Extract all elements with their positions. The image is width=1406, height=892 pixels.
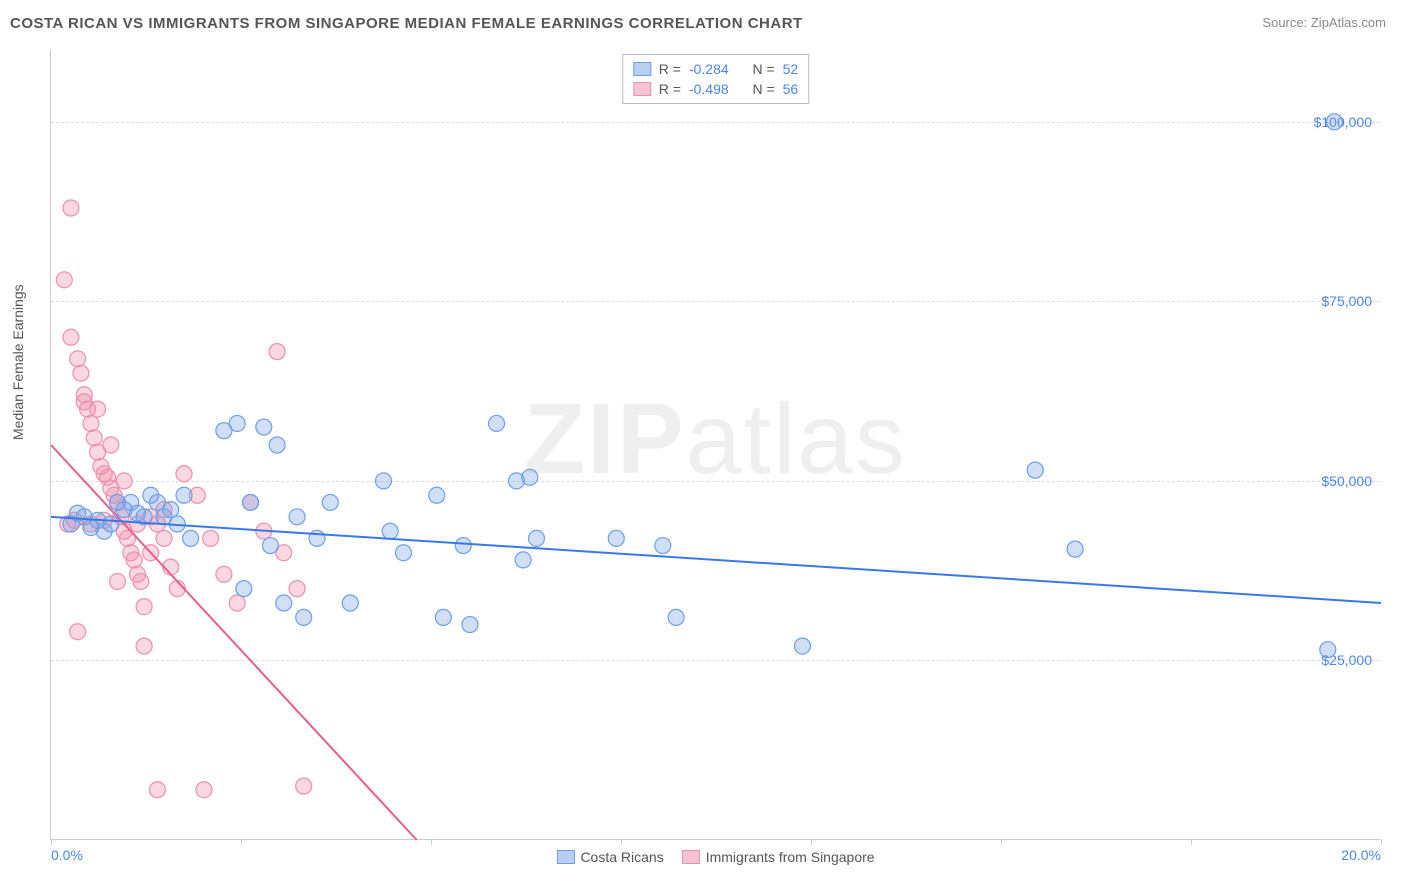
data-point xyxy=(176,466,192,482)
data-point xyxy=(110,573,126,589)
data-point xyxy=(126,552,142,568)
data-point xyxy=(243,494,259,510)
data-point xyxy=(262,538,278,554)
data-point xyxy=(429,487,445,503)
swatch-icon xyxy=(682,850,700,864)
data-point xyxy=(116,473,132,489)
source-attribution: Source: ZipAtlas.com xyxy=(1262,15,1386,30)
source-link[interactable]: ZipAtlas.com xyxy=(1311,15,1386,30)
r-label: R = xyxy=(659,61,681,77)
chart-container: COSTA RICAN VS IMMIGRANTS FROM SINGAPORE… xyxy=(10,10,1396,882)
data-point xyxy=(1320,642,1336,658)
data-point xyxy=(342,595,358,611)
scatter-plot-svg xyxy=(51,50,1380,839)
data-point xyxy=(269,437,285,453)
data-point xyxy=(794,638,810,654)
swatch-icon xyxy=(633,62,651,76)
legend-row: R = -0.498 N = 56 xyxy=(633,79,798,99)
legend-row: R = -0.284 N = 52 xyxy=(633,59,798,79)
source-label: Source: xyxy=(1262,15,1307,30)
r-value: -0.498 xyxy=(689,81,729,97)
data-point xyxy=(256,419,272,435)
legend-item: Immigrants from Singapore xyxy=(682,849,875,865)
data-point xyxy=(376,473,392,489)
data-point xyxy=(489,415,505,431)
data-point xyxy=(289,581,305,597)
chart-title: COSTA RICAN VS IMMIGRANTS FROM SINGAPORE… xyxy=(10,15,803,32)
swatch-icon xyxy=(633,82,651,96)
n-value: 52 xyxy=(783,61,799,77)
legend-label: Costa Ricans xyxy=(580,849,663,865)
data-point xyxy=(76,387,92,403)
data-point xyxy=(1326,114,1342,130)
data-point xyxy=(229,415,245,431)
data-point xyxy=(63,329,79,345)
data-point xyxy=(296,778,312,794)
data-point xyxy=(462,617,478,633)
data-point xyxy=(136,599,152,615)
data-point xyxy=(382,523,398,539)
data-point xyxy=(395,545,411,561)
data-point xyxy=(163,502,179,518)
trend-line xyxy=(51,445,417,840)
data-point xyxy=(435,609,451,625)
data-point xyxy=(322,494,338,510)
legend-item: Costa Ricans xyxy=(556,849,663,865)
data-point xyxy=(296,609,312,625)
data-point xyxy=(63,200,79,216)
data-point xyxy=(455,538,471,554)
y-axis-label: Median Female Earnings xyxy=(10,284,26,440)
data-point xyxy=(229,595,245,611)
data-point xyxy=(156,530,172,546)
data-point xyxy=(56,272,72,288)
data-point xyxy=(149,782,165,798)
data-point xyxy=(655,538,671,554)
data-point xyxy=(269,344,285,360)
data-point xyxy=(103,516,119,532)
data-point xyxy=(176,487,192,503)
data-point xyxy=(103,437,119,453)
plot-area: ZIPatlas $25,000$50,000$75,000$100,000 0… xyxy=(50,50,1380,840)
data-point xyxy=(70,624,86,640)
data-point xyxy=(73,365,89,381)
x-tick-label: 20.0% xyxy=(1341,847,1381,863)
n-label: N = xyxy=(752,61,774,77)
data-point xyxy=(70,351,86,367)
data-point xyxy=(83,415,99,431)
data-point xyxy=(216,566,232,582)
data-point xyxy=(136,638,152,654)
data-point xyxy=(203,530,219,546)
data-point xyxy=(133,573,149,589)
data-point xyxy=(522,469,538,485)
n-value: 56 xyxy=(783,81,799,97)
data-point xyxy=(515,552,531,568)
data-point xyxy=(1067,541,1083,557)
data-point xyxy=(90,401,106,417)
data-point xyxy=(668,609,684,625)
n-label: N = xyxy=(752,81,774,97)
correlation-legend: R = -0.284 N = 52 R = -0.498 N = 56 xyxy=(622,54,809,104)
data-point xyxy=(86,430,102,446)
swatch-icon xyxy=(556,850,574,864)
data-point xyxy=(236,581,252,597)
data-point xyxy=(276,595,292,611)
data-point xyxy=(183,530,199,546)
data-point xyxy=(289,509,305,525)
data-point xyxy=(196,782,212,798)
r-label: R = xyxy=(659,81,681,97)
data-point xyxy=(608,530,624,546)
x-tick-label: 0.0% xyxy=(51,847,83,863)
series-legend: Costa Ricans Immigrants from Singapore xyxy=(556,849,874,865)
r-value: -0.284 xyxy=(689,61,729,77)
data-point xyxy=(1027,462,1043,478)
legend-label: Immigrants from Singapore xyxy=(706,849,875,865)
data-point xyxy=(528,530,544,546)
